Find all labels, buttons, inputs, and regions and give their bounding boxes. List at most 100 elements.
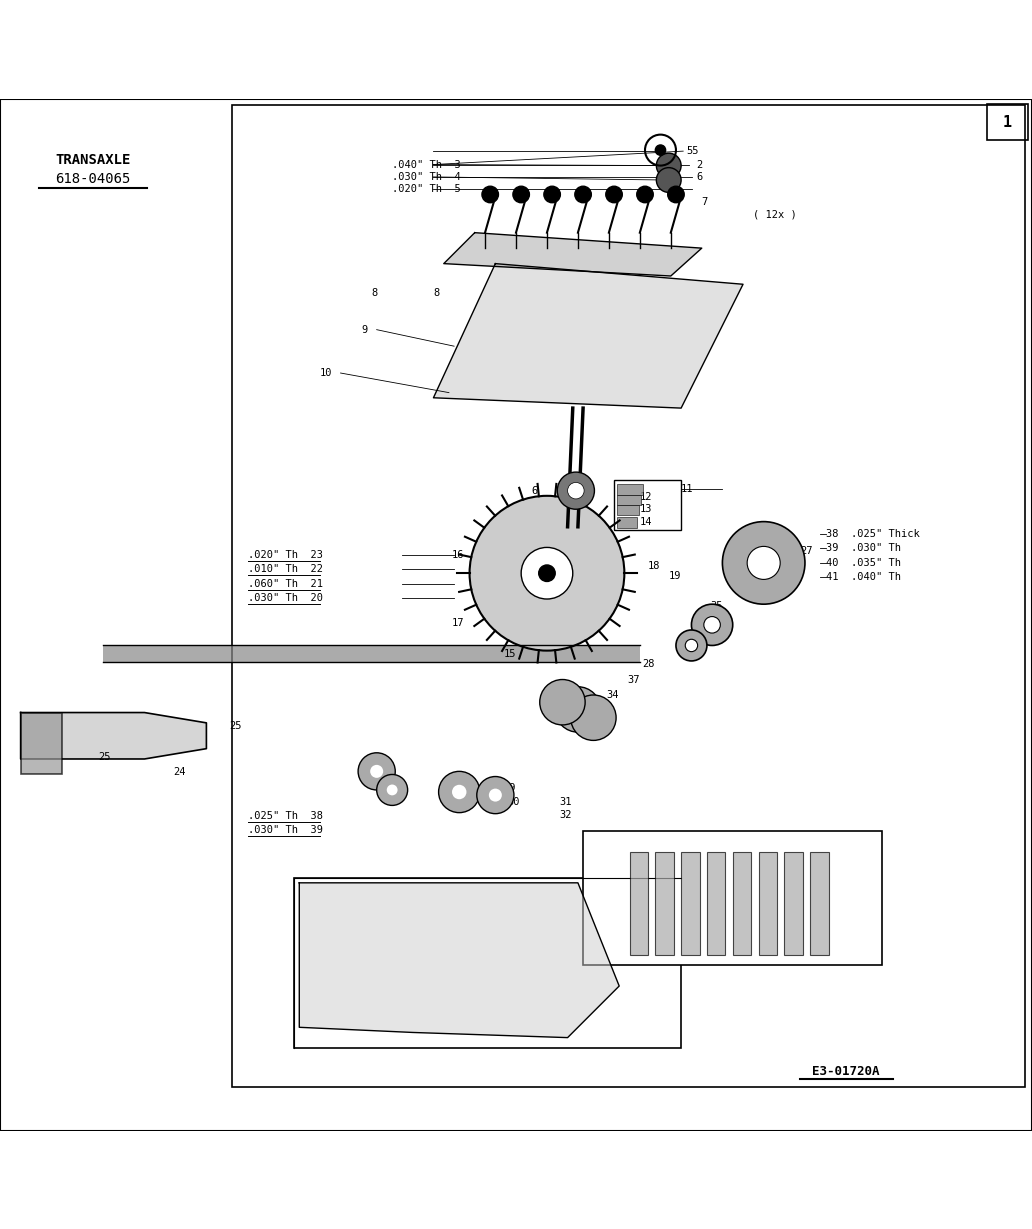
Text: 46: 46	[793, 911, 805, 921]
Text: 9: 9	[361, 324, 367, 334]
Circle shape	[358, 753, 395, 790]
Bar	[759, 852, 777, 955]
Text: 52: 52	[652, 952, 665, 962]
Text: 6: 6	[531, 485, 538, 495]
Text: 44: 44	[854, 907, 867, 917]
Text: 14: 14	[640, 516, 652, 526]
Text: TRANSAXLE: TRANSAXLE	[55, 154, 131, 167]
Bar	[681, 852, 700, 955]
Text: 39  .030" Th: 39 .030" Th	[826, 543, 901, 553]
Circle shape	[370, 764, 383, 778]
Text: 27: 27	[800, 546, 812, 556]
Bar	[784, 852, 803, 955]
Text: 54: 54	[580, 898, 592, 908]
Text: 12: 12	[640, 492, 652, 501]
Circle shape	[521, 547, 573, 599]
Text: .020" Th  23: .020" Th 23	[248, 549, 323, 559]
Text: .030" Th  20: .030" Th 20	[248, 592, 323, 603]
Text: 41  .040" Th: 41 .040" Th	[826, 573, 901, 583]
Text: 30: 30	[508, 798, 520, 807]
Text: 8: 8	[433, 288, 440, 297]
Text: 16: 16	[452, 549, 464, 559]
Text: 49: 49	[710, 911, 722, 921]
Circle shape	[540, 680, 585, 725]
Bar	[583, 831, 882, 966]
Text: 7: 7	[702, 197, 708, 206]
Circle shape	[387, 784, 397, 795]
Circle shape	[606, 187, 622, 203]
Text: 37: 37	[627, 675, 640, 685]
Bar	[630, 852, 648, 955]
Circle shape	[470, 495, 624, 650]
Text: 25: 25	[98, 752, 110, 762]
Text: 17: 17	[566, 558, 578, 568]
Bar	[733, 852, 751, 955]
Circle shape	[489, 789, 502, 801]
Text: 2: 2	[697, 160, 703, 170]
Text: 1: 1	[1003, 114, 1011, 130]
Bar	[617, 484, 643, 495]
Text: 40  .035" Th: 40 .035" Th	[826, 558, 901, 568]
Text: 35: 35	[710, 601, 722, 611]
Circle shape	[482, 187, 498, 203]
Text: .040" Th  3: .040" Th 3	[392, 160, 461, 170]
Circle shape	[691, 605, 733, 645]
Bar	[655, 852, 674, 955]
Circle shape	[747, 547, 780, 579]
Text: 33: 33	[390, 783, 402, 793]
Circle shape	[656, 154, 681, 178]
Text: 13: 13	[640, 504, 652, 514]
Circle shape	[377, 774, 408, 805]
Circle shape	[668, 187, 684, 203]
Circle shape	[477, 777, 514, 814]
Circle shape	[568, 483, 584, 499]
Text: 55: 55	[686, 146, 699, 156]
Text: 31: 31	[559, 798, 572, 807]
Circle shape	[544, 187, 560, 203]
Text: 618-04065: 618-04065	[55, 172, 131, 186]
Text: 51: 51	[673, 952, 685, 962]
Text: 18: 18	[648, 560, 660, 571]
Bar	[21, 713, 62, 774]
Bar	[707, 852, 725, 955]
Text: 29: 29	[504, 783, 516, 793]
Text: 32: 32	[559, 810, 572, 820]
Text: .025" Th  38: .025" Th 38	[248, 811, 323, 821]
Text: 19: 19	[526, 541, 539, 551]
Text: 53: 53	[621, 952, 634, 962]
Circle shape	[539, 565, 555, 581]
Text: 15: 15	[504, 649, 516, 659]
Circle shape	[656, 167, 681, 193]
Bar	[987, 103, 1028, 140]
Bar	[617, 505, 639, 515]
Circle shape	[685, 639, 698, 651]
Text: 28: 28	[642, 659, 654, 669]
Text: 10: 10	[320, 367, 332, 379]
Circle shape	[722, 521, 805, 605]
Text: 19: 19	[669, 571, 681, 581]
Circle shape	[452, 785, 466, 799]
Polygon shape	[103, 645, 640, 662]
Polygon shape	[433, 263, 743, 408]
Text: 47: 47	[803, 938, 815, 948]
Text: 17: 17	[452, 618, 464, 628]
Circle shape	[557, 472, 594, 509]
Circle shape	[513, 187, 529, 203]
Text: .010" Th  22: .010" Th 22	[248, 564, 323, 574]
Circle shape	[571, 694, 616, 740]
Bar	[614, 481, 681, 530]
Polygon shape	[444, 232, 702, 277]
Text: 11: 11	[681, 483, 694, 494]
Bar	[617, 495, 641, 505]
Text: 24: 24	[173, 767, 186, 778]
Text: 6: 6	[697, 172, 703, 182]
Circle shape	[637, 187, 653, 203]
Text: 50: 50	[724, 941, 737, 951]
Text: 8: 8	[372, 288, 378, 297]
Bar	[617, 517, 637, 527]
Text: .060" Th  21: .060" Th 21	[248, 579, 323, 589]
Text: 48: 48	[741, 941, 753, 951]
Polygon shape	[299, 882, 619, 1037]
Text: ( 12x ): ( 12x )	[753, 209, 797, 219]
Bar	[294, 878, 681, 1048]
